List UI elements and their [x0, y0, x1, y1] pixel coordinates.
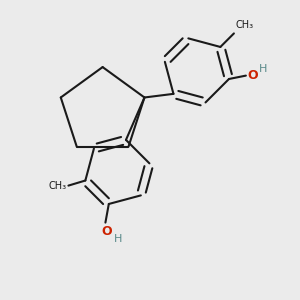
Text: H: H [259, 64, 267, 74]
Text: CH₃: CH₃ [236, 20, 254, 30]
Text: H: H [114, 234, 122, 244]
Text: O: O [247, 69, 257, 82]
Text: CH₃: CH₃ [49, 181, 67, 190]
Text: O: O [101, 225, 112, 238]
